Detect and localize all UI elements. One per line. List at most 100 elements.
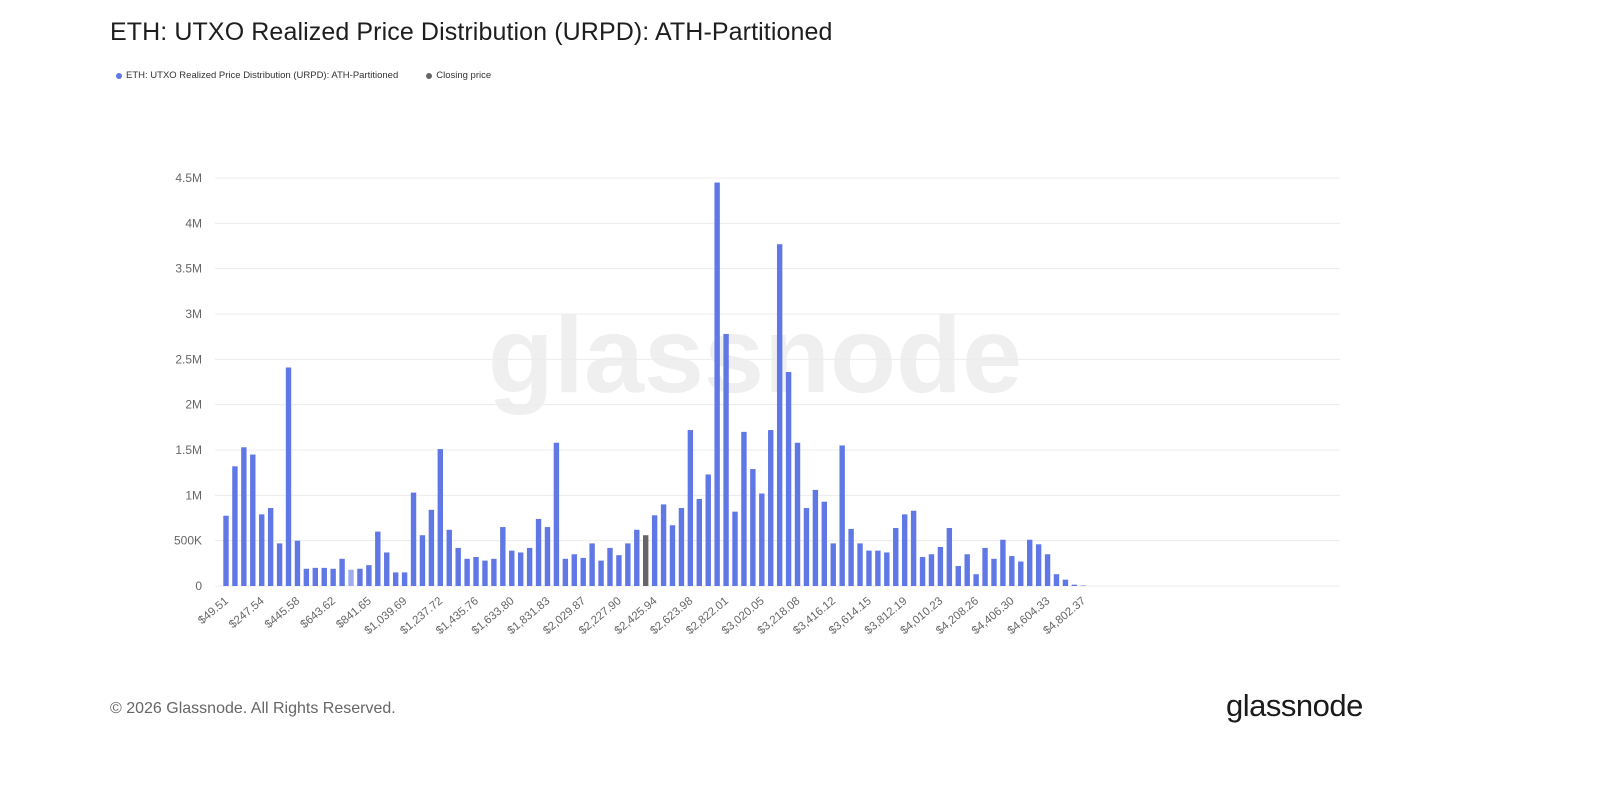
bar[interactable] — [848, 528, 854, 586]
bar[interactable] — [812, 489, 819, 586]
bar[interactable] — [937, 547, 944, 586]
bar[interactable] — [500, 527, 506, 586]
bar[interactable] — [589, 543, 595, 586]
bar[interactable] — [294, 540, 301, 586]
bar[interactable] — [553, 442, 560, 586]
bar[interactable] — [410, 492, 417, 586]
bar[interactable] — [392, 572, 399, 586]
bar[interactable] — [669, 525, 676, 586]
bar[interactable] — [580, 557, 586, 586]
bar[interactable] — [276, 543, 283, 586]
bar[interactable] — [830, 543, 836, 586]
bar[interactable] — [509, 550, 515, 586]
bar[interactable] — [803, 508, 810, 586]
bar[interactable] — [285, 367, 292, 586]
bar[interactable] — [1035, 544, 1042, 586]
bar[interactable] — [1009, 556, 1015, 586]
bar[interactable] — [1080, 585, 1086, 587]
bar[interactable] — [750, 469, 756, 586]
bar[interactable] — [946, 527, 953, 586]
bar[interactable] — [571, 554, 577, 586]
bar[interactable] — [241, 447, 247, 586]
bar[interactable] — [732, 511, 738, 586]
bar[interactable] — [1062, 579, 1069, 586]
bar[interactable] — [526, 547, 533, 586]
bar[interactable] — [321, 567, 327, 586]
bar[interactable] — [723, 333, 729, 586]
bar[interactable] — [384, 552, 390, 586]
bar[interactable] — [875, 550, 881, 586]
bar[interactable] — [821, 501, 828, 586]
bar[interactable] — [741, 431, 747, 586]
bar[interactable] — [982, 547, 988, 586]
bar[interactable] — [428, 509, 435, 586]
bar[interactable] — [223, 515, 229, 586]
bar[interactable] — [884, 552, 890, 586]
bar[interactable] — [839, 445, 845, 586]
bar[interactable] — [375, 531, 381, 586]
bar[interactable] — [535, 518, 542, 586]
bar[interactable] — [259, 514, 265, 586]
bar[interactable] — [857, 543, 863, 586]
bar[interactable] — [973, 574, 979, 586]
bar[interactable] — [401, 572, 408, 586]
bar[interactable] — [768, 430, 774, 586]
bar[interactable] — [339, 558, 345, 586]
bar[interactable] — [759, 493, 765, 586]
bar[interactable] — [330, 568, 336, 586]
bar[interactable] — [312, 567, 318, 586]
bar[interactable] — [901, 514, 908, 586]
bar[interactable] — [696, 498, 702, 586]
legend-item-closing-price[interactable]: Closing price — [426, 70, 491, 81]
bar[interactable] — [607, 547, 613, 586]
bar[interactable] — [482, 560, 488, 586]
bar[interactable] — [366, 565, 372, 586]
bar[interactable] — [910, 510, 917, 586]
bar[interactable] — [517, 552, 524, 586]
bar[interactable] — [1053, 574, 1060, 586]
bar[interactable] — [866, 550, 872, 586]
bar[interactable] — [616, 555, 622, 586]
bar[interactable] — [955, 566, 961, 586]
bar-highlighted[interactable] — [348, 569, 354, 586]
bar[interactable] — [473, 556, 479, 586]
bar[interactable] — [964, 554, 970, 586]
bar[interactable] — [303, 568, 310, 586]
bar[interactable] — [634, 529, 640, 586]
bar[interactable] — [455, 547, 461, 586]
bar[interactable] — [446, 529, 452, 586]
bar[interactable] — [267, 508, 274, 586]
bar[interactable] — [776, 244, 783, 587]
bar[interactable] — [991, 558, 997, 586]
bar[interactable] — [705, 474, 711, 586]
bar[interactable] — [1044, 554, 1051, 586]
legend-item-urpd[interactable]: ETH: UTXO Realized Price Distribution (U… — [116, 70, 398, 81]
bar[interactable] — [651, 515, 658, 586]
bar[interactable] — [928, 554, 935, 586]
bar[interactable] — [232, 466, 238, 586]
bar[interactable] — [714, 182, 720, 587]
bar[interactable] — [785, 372, 792, 586]
closing-price-bar[interactable] — [643, 535, 649, 586]
bar[interactable] — [544, 527, 551, 586]
bar[interactable] — [687, 430, 694, 586]
bar[interactable] — [437, 449, 444, 586]
bar[interactable] — [625, 543, 631, 586]
x-tick-label: $247.54 — [227, 595, 267, 631]
bar[interactable] — [464, 558, 470, 586]
bar[interactable] — [598, 560, 604, 586]
bar[interactable] — [491, 558, 497, 586]
bar[interactable] — [919, 556, 926, 586]
bar[interactable] — [1071, 584, 1078, 586]
bar[interactable] — [1018, 561, 1024, 586]
bar[interactable] — [562, 558, 569, 586]
bar[interactable] — [357, 568, 363, 586]
bar[interactable] — [1000, 539, 1006, 586]
bar[interactable] — [250, 454, 256, 586]
bar[interactable] — [419, 535, 426, 586]
bar[interactable] — [678, 508, 685, 586]
bar[interactable] — [893, 527, 899, 586]
bar[interactable] — [794, 442, 801, 586]
bar[interactable] — [1027, 539, 1033, 586]
bar[interactable] — [660, 504, 667, 586]
